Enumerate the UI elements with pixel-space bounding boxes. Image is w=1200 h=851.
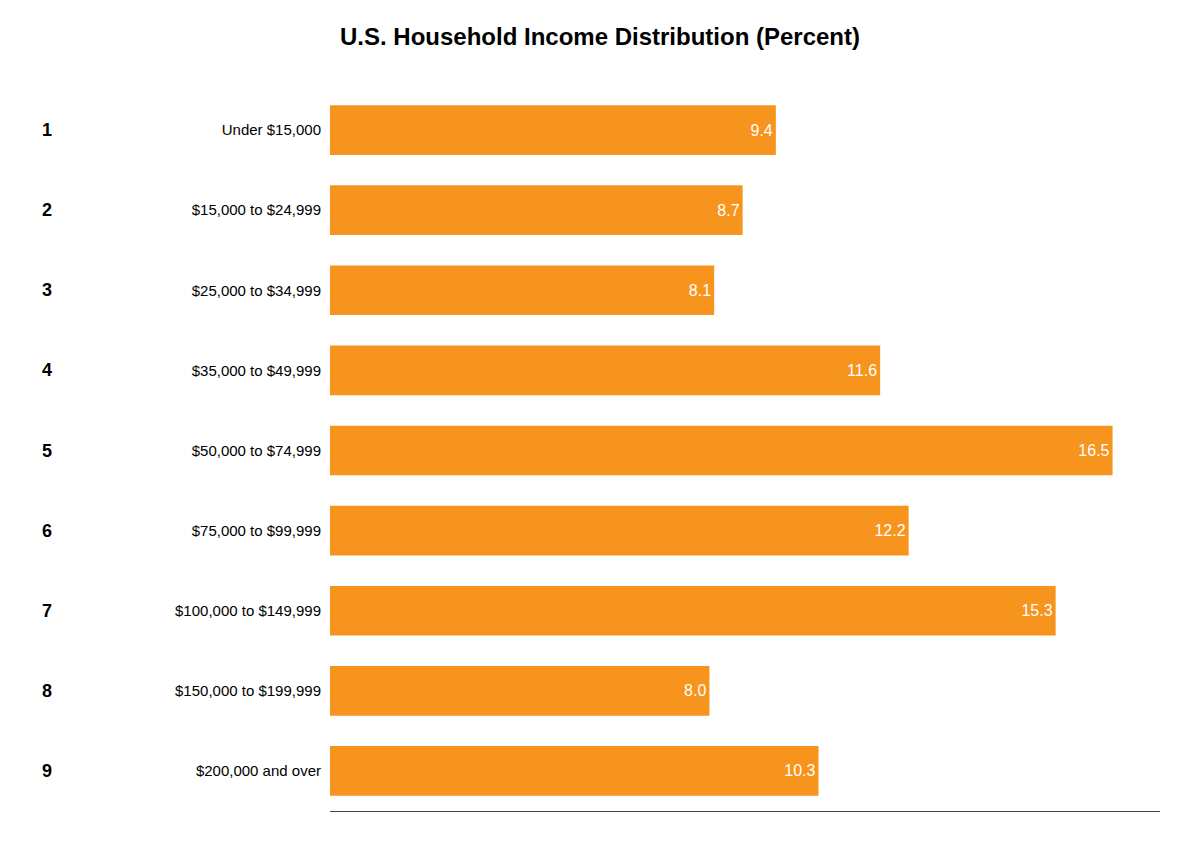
svg-text:5: 5 <box>42 441 52 461</box>
svg-text:8.1: 8.1 <box>689 282 711 299</box>
svg-text:$200,000 and over: $200,000 and over <box>196 762 321 779</box>
svg-text:4: 4 <box>42 360 52 380</box>
svg-text:$15,000 to $24,999: $15,000 to $24,999 <box>192 201 321 218</box>
svg-text:9: 9 <box>42 761 52 781</box>
svg-text:16.5: 16.5 <box>1078 442 1109 459</box>
svg-text:7: 7 <box>42 601 52 621</box>
svg-text:$75,000 to $99,999: $75,000 to $99,999 <box>192 522 321 539</box>
svg-text:12.2: 12.2 <box>874 522 905 539</box>
svg-text:Under $15,000: Under $15,000 <box>222 121 321 138</box>
svg-text:$150,000 to $199,999: $150,000 to $199,999 <box>175 682 321 699</box>
svg-text:U.S. Household Income Distribu: U.S. Household Income Distribution (Perc… <box>340 23 860 50</box>
svg-text:6: 6 <box>42 521 52 541</box>
svg-text:3: 3 <box>42 280 52 300</box>
svg-text:8: 8 <box>42 681 52 701</box>
svg-text:$50,000 to $74,999: $50,000 to $74,999 <box>192 442 321 459</box>
svg-text:11.6: 11.6 <box>847 362 877 379</box>
svg-text:10.3: 10.3 <box>784 762 815 779</box>
svg-text:1: 1 <box>42 120 52 140</box>
svg-text:$35,000 to $49,999: $35,000 to $49,999 <box>192 362 321 379</box>
svg-text:8.7: 8.7 <box>717 202 739 219</box>
svg-text:2: 2 <box>42 200 52 220</box>
svg-text:$100,000 to $149,999: $100,000 to $149,999 <box>175 602 321 619</box>
svg-text:8.0: 8.0 <box>684 682 706 699</box>
svg-text:$25,000 to $34,999: $25,000 to $34,999 <box>192 282 321 299</box>
svg-text:9.4: 9.4 <box>750 122 772 139</box>
svg-text:15.3: 15.3 <box>1021 602 1052 619</box>
